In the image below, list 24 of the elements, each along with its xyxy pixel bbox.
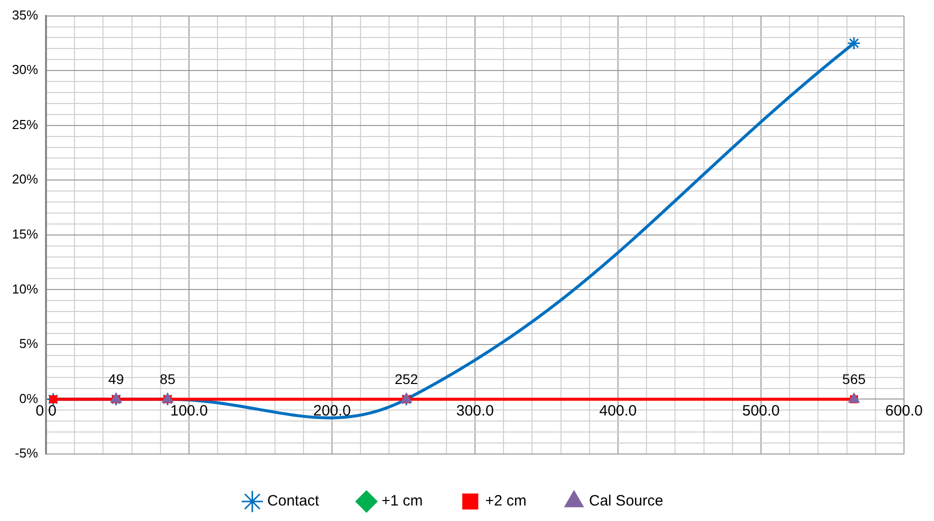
x-tick-label: 100.0 — [170, 402, 208, 420]
y-tick-label: 30% — [12, 62, 38, 78]
y-tick-label: 10% — [12, 281, 38, 296]
annotation: 252 — [394, 371, 418, 388]
annotation: 85 — [160, 371, 176, 388]
legend-label: Contact — [267, 492, 320, 510]
legend-label: +2 cm — [485, 492, 527, 510]
annotation: 565 — [842, 371, 866, 388]
y-tick-label: 5% — [19, 336, 38, 352]
y-tick-label: 20% — [12, 172, 38, 187]
x-tick-label: 400.0 — [599, 402, 637, 420]
x-tick-label: 0.0 — [36, 402, 56, 420]
legend-label: +1 cm — [381, 492, 423, 510]
legend-label: Cal Source — [589, 492, 664, 510]
x-tick-label: 200.0 — [313, 402, 351, 420]
y-tick-label: 25% — [12, 116, 38, 132]
x-tick-label: 300.0 — [456, 402, 494, 420]
y-tick-label: 35% — [12, 7, 38, 22]
y-tick-label: -5% — [14, 446, 38, 461]
annotation: 49 — [108, 371, 124, 388]
y-tick-label: 15% — [12, 226, 38, 242]
y-tick-label: 0% — [19, 390, 38, 406]
x-tick-label: 600.0 — [885, 402, 923, 420]
x-tick-label: 500.0 — [742, 402, 780, 420]
